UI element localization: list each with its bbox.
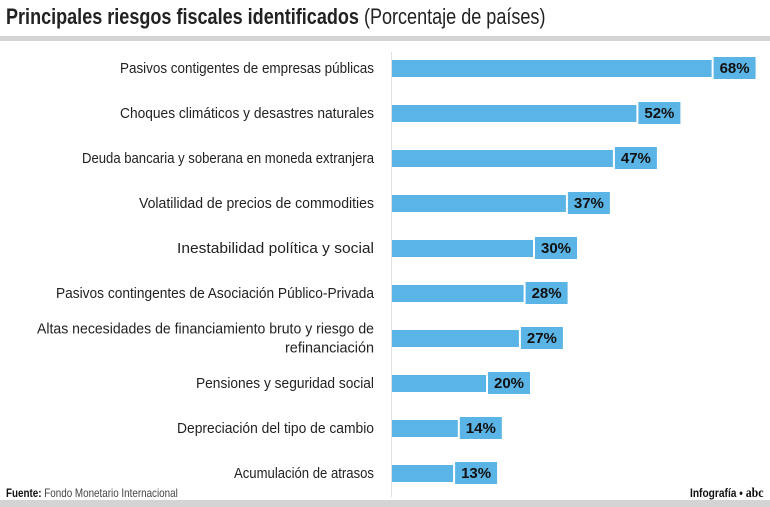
title-subtitle: (Porcentaje de países) — [363, 4, 546, 29]
value-label-box — [520, 327, 563, 349]
bar — [392, 105, 637, 122]
source-note: Fuente: Fondo Monetario Internacional — [6, 486, 178, 500]
source-label: Fuente: — [6, 486, 42, 500]
value-label-box — [459, 417, 502, 439]
category-label: Deuda bancaria y soberana en moneda extr… — [82, 150, 375, 167]
bar — [392, 375, 486, 392]
category-label: Altas necesidades de financiamiento brut… — [37, 321, 374, 338]
value-label-box — [638, 102, 681, 124]
category-label: Inestabilidad política y social — [177, 240, 374, 257]
value-label: 13% — [461, 465, 491, 482]
bar — [392, 420, 458, 437]
bar — [392, 60, 712, 77]
value-label-box — [455, 462, 498, 484]
bottom-bar — [0, 500, 770, 507]
value-label: 68% — [720, 60, 750, 77]
value-label: 14% — [466, 420, 496, 437]
value-label-box — [488, 372, 530, 394]
bar — [392, 150, 613, 167]
category-label: Acumulación de atrasos — [234, 465, 374, 482]
category-label: Depreciación del tipo de cambio — [177, 420, 374, 437]
category-label: Pasivos contingentes de Asociación Públi… — [56, 285, 375, 302]
value-label: 20% — [494, 375, 524, 392]
category-label: Volatilidad de precios de commodities — [139, 195, 374, 212]
value-label-box — [525, 282, 568, 304]
category-label: refinanciación — [285, 340, 374, 357]
category-label: Pasivos contigentes de empresas públicas — [120, 60, 374, 77]
value-label-box — [614, 147, 657, 169]
abc-logo: abc — [746, 486, 764, 501]
title-divider — [0, 36, 770, 41]
category-label: Pensiones y seguridad social — [196, 375, 374, 392]
value-label-box — [535, 237, 577, 259]
value-label-box — [567, 192, 610, 214]
bar — [392, 285, 524, 302]
category-label: Choques climáticos y desastres naturales — [120, 105, 374, 122]
source-text: Fondo Monetario Internacional — [44, 486, 178, 500]
bar — [392, 195, 566, 212]
credit: Infografía • abc — [690, 486, 764, 502]
credit-text: Infografía • — [690, 486, 744, 500]
value-label: 37% — [574, 195, 604, 212]
value-label: 47% — [621, 150, 651, 167]
bar — [392, 240, 533, 257]
value-label: 27% — [527, 330, 557, 347]
value-label: 30% — [541, 240, 571, 257]
value-label: 28% — [532, 285, 562, 302]
axis-line — [391, 52, 392, 497]
title-main: Principales riesgos fiscales identificad… — [6, 4, 359, 29]
value-label-box — [713, 57, 756, 79]
value-label: 52% — [644, 105, 674, 122]
bar — [392, 330, 519, 347]
chart-title: Principales riesgos fiscales identificad… — [6, 4, 545, 30]
bar — [392, 465, 454, 482]
